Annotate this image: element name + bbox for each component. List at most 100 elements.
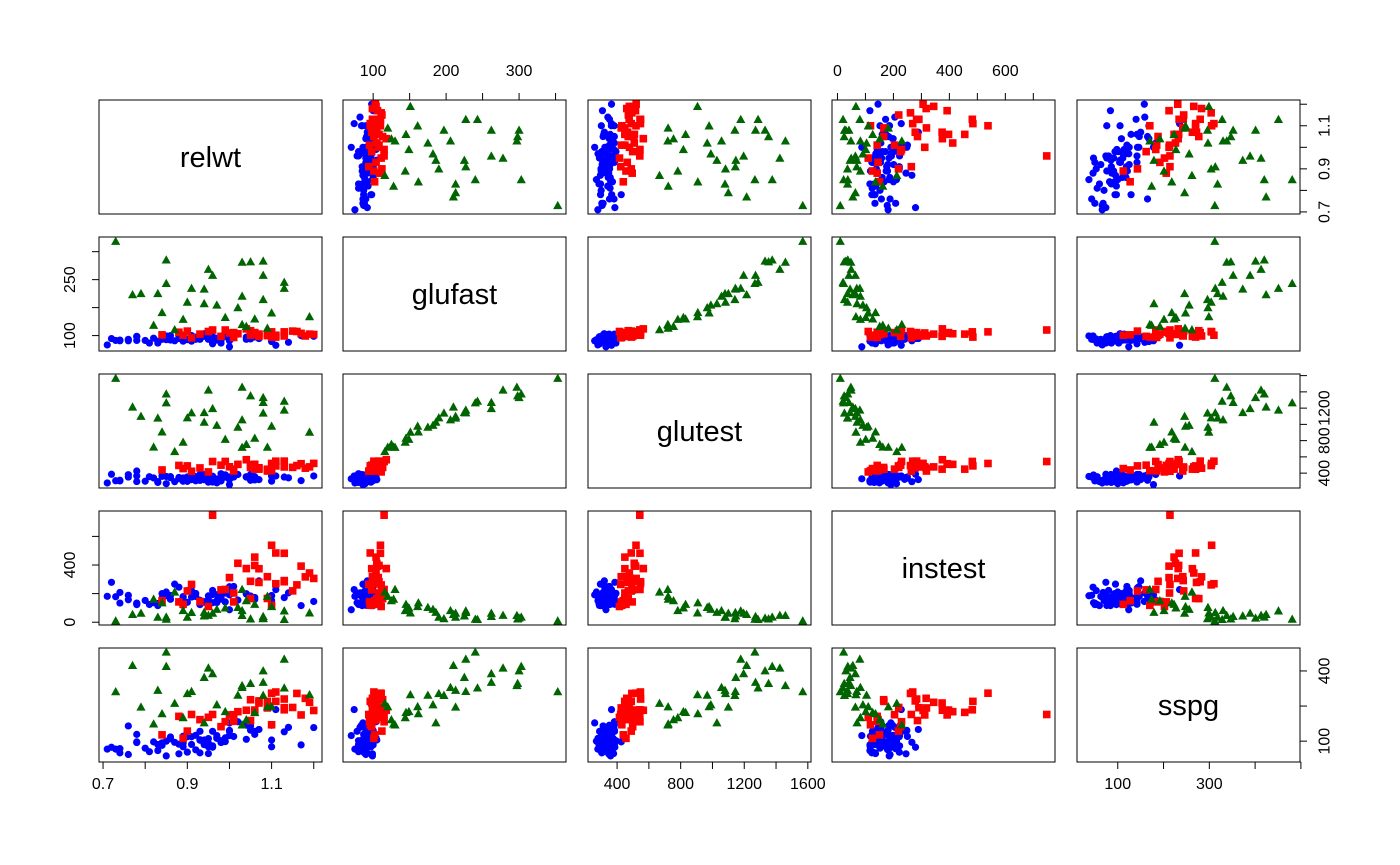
- point-triangle-g2-21-glutest-sspg: [1180, 442, 1190, 451]
- point-triangle-g2-27-relwt-glutest: [736, 114, 746, 123]
- point-circle-g0-57-sspg-relwt: [213, 733, 221, 742]
- point-triangle-g2-11-instest-relwt: [258, 613, 268, 622]
- point-square-g1-21-instest-relwt: [255, 578, 263, 587]
- point-triangle-g2-3-glutest-sspg: [1228, 397, 1238, 407]
- point-triangle-g2-24-sspg-glufast: [401, 707, 411, 717]
- point-triangle-g2-8-instest-glufast: [434, 612, 444, 621]
- point-circle-g0-66-relwt-sspg: [1123, 141, 1131, 149]
- point-circle-g0-24-sspg-instest: [911, 743, 920, 751]
- point-square-g1-28-glutest-relwt: [293, 461, 301, 470]
- point-circle-g0-12-glufast-sspg: [1133, 340, 1141, 348]
- point-square-g1-12-sspg-instest: [920, 711, 929, 719]
- point-circle-g0-51-relwt-sspg: [1137, 128, 1145, 136]
- point-square-g1-20-sspg-glufast: [380, 717, 388, 726]
- point-circle-g0-42-glutest-relwt: [133, 472, 141, 480]
- point-circle-g0-69-instest-glutest: [604, 599, 612, 607]
- point-triangle-g2-21-sspg-glutest: [663, 702, 673, 711]
- point-square-g1-11-instest-glufast: [375, 561, 383, 570]
- point-square-g1-15-glutest-relwt: [272, 457, 280, 465]
- point-square-g1-15-relwt-instest: [908, 119, 917, 128]
- point-circle-g0-35-instest-sspg: [1089, 583, 1097, 591]
- point-triangle-g2-32-relwt-instest: [838, 114, 848, 123]
- point-triangle-g2-25-instest-relwt: [149, 594, 159, 603]
- point-square-g1-18-instest-sspg: [1188, 564, 1197, 573]
- point-square-g1-35-glufast-glutest: [622, 331, 630, 340]
- point-square-g1-35-sspg-glutest: [622, 734, 630, 743]
- point-triangle-g2-27-glutest-glufast: [461, 405, 471, 414]
- point-circle-g0-70-sspg-instest: [885, 722, 893, 730]
- point-square-g1-20-instest-glutest: [636, 585, 644, 594]
- point-triangle-g2-6-glutest-relwt: [111, 373, 121, 382]
- point-square-g1-0-sspg-instest: [1042, 710, 1051, 719]
- point-square-g1-33-glufast-sspg: [1191, 329, 1200, 338]
- point-square-g1-8-relwt-sspg: [1171, 139, 1180, 147]
- point-circle-g0-60-instest-glufast: [359, 580, 367, 588]
- panel-glutest-vs-glutest: [587, 373, 812, 489]
- point-square-g1-33-glutest-relwt: [263, 465, 272, 474]
- point-triangle-g2-1-instest-relwt: [178, 605, 188, 615]
- point-triangle-g2-31-relwt-glutest: [742, 192, 752, 201]
- point-square-g1-25-relwt-glufast: [367, 147, 376, 156]
- point-triangle-g2-2-glufast-instest: [850, 270, 860, 279]
- point-triangle-g2-26-relwt-instest: [861, 138, 872, 147]
- point-triangle-g2-18-glutest-sspg: [1167, 427, 1177, 436]
- point-triangle-g2-22-instest-glutest: [654, 587, 665, 596]
- point-triangle-g2-5-sspg-relwt: [199, 718, 209, 727]
- point-circle-g0-30-glufast-sspg: [1125, 343, 1133, 351]
- panel-instest-vs-instest: [831, 510, 1056, 626]
- point-square-g1-13-glutest-relwt: [183, 462, 192, 470]
- point-triangle-g2-26-glutest-glufast: [423, 422, 433, 431]
- point-triangle-g2-3-instest-glufast: [486, 611, 496, 621]
- point-square-g1-21-relwt-instest: [911, 128, 920, 137]
- point-square-g1-8-instest-relwt: [234, 559, 242, 568]
- point-square-g1-31-relwt-instest: [873, 141, 881, 149]
- point-triangle-g2-10-glufast-instest: [839, 294, 850, 304]
- point-circle-g0-56-glufast-relwt: [284, 338, 293, 346]
- point-triangle-g2-8-relwt-glutest: [720, 164, 731, 173]
- point-square-g1-25-instest-glutest: [628, 586, 637, 594]
- point-triangle-g2-26-glufast-glutest: [702, 303, 712, 312]
- point-circle-g0-74-instest-glutest: [600, 593, 608, 602]
- point-square-g1-25-glutest-relwt: [217, 461, 225, 469]
- point-triangle-g2-16-relwt-glutest: [706, 149, 716, 158]
- point-triangle-g2-0-relwt-glufast: [450, 179, 461, 188]
- point-square-g1-34-glufast-instest: [873, 328, 881, 337]
- point-circle-g0-33-instest-sspg: [1088, 591, 1096, 599]
- point-square-g1-26-glufast-relwt: [229, 328, 238, 337]
- point-square-g1-7-sspg-instest: [929, 698, 938, 707]
- point-triangle-g2-30-relwt-sspg: [1287, 175, 1297, 184]
- point-square-g1-21-relwt-glutest: [623, 128, 632, 137]
- bottom-tick-label-glutest: 1600: [790, 776, 826, 793]
- point-triangle-g2-6-glutest-instest: [835, 373, 845, 382]
- point-triangle-g2-14-instest-relwt: [267, 601, 277, 611]
- point-circle-g0-75-glutest-sspg: [1125, 473, 1133, 481]
- point-triangle-g2-29-sspg-relwt: [304, 689, 315, 699]
- point-square-g1-0-sspg-relwt: [208, 710, 217, 719]
- point-square-g1-34-sspg-glutest: [628, 712, 636, 721]
- point-square-g1-23-glufast-instest: [913, 331, 922, 340]
- bottom-tick-label-sspg: 300: [1196, 776, 1223, 793]
- point-square-g1-19-instest-glufast: [377, 602, 385, 611]
- point-square-g1-13-glutest-sspg: [1133, 462, 1142, 470]
- point-circle-g0-16-sspg-relwt: [268, 743, 276, 751]
- point-triangle-g2-28-sspg-relwt: [203, 663, 213, 672]
- point-square-g1-28-glutest-instest: [906, 461, 915, 470]
- point-triangle-g2-0-glufast-instest: [842, 288, 853, 298]
- point-square-g1-34-instest-glutest: [628, 598, 636, 606]
- point-circle-g0-68-relwt-glufast: [363, 169, 371, 177]
- point-square-g1-13-sspg-instest: [894, 727, 903, 735]
- point-square-g1-17-relwt-glufast: [375, 115, 383, 124]
- point-square-g1-14-instest-sspg: [1178, 572, 1187, 581]
- point-circle-g0-71-instest-relwt: [209, 586, 217, 595]
- point-square-g1-32-glufast-relwt: [196, 330, 204, 338]
- point-square-g1-26-instest-glutest: [621, 589, 629, 597]
- point-triangle-g2-32-instest-relwt: [279, 614, 289, 624]
- point-circle-g0-67-glutest-relwt: [183, 477, 191, 485]
- point-circle-g0-21-glufast-relwt: [116, 336, 124, 344]
- point-square-g1-35-sspg-glufast: [370, 734, 378, 743]
- point-triangle-g2-5-glutest-sspg: [1149, 417, 1159, 426]
- point-circle-g0-15-relwt-glutest: [612, 148, 620, 156]
- point-square-g1-33-glufast-relwt: [263, 329, 272, 338]
- point-square-g1-13-sspg-glutest: [627, 727, 636, 735]
